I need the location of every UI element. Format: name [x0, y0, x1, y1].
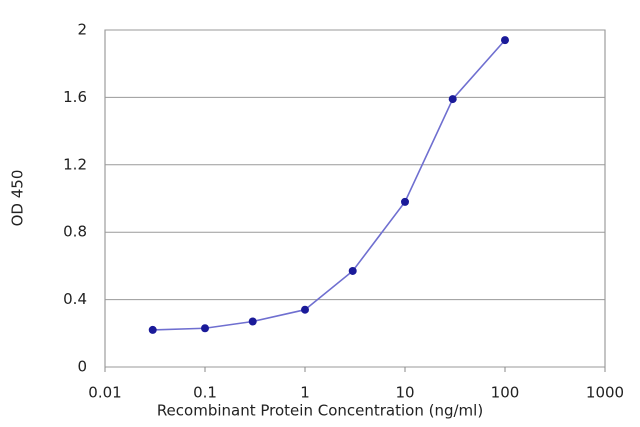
- data-point: [201, 324, 209, 333]
- y-tick-label: 0.4: [63, 290, 87, 308]
- x-tick-label: 0.01: [88, 384, 121, 402]
- data-point: [248, 317, 257, 326]
- data-point: [401, 197, 409, 206]
- x-tick-label: 0.1: [193, 384, 217, 402]
- data-point: [348, 266, 357, 275]
- y-axis-label: OD 450: [9, 170, 27, 227]
- data-point: [148, 325, 157, 334]
- data-point: [501, 36, 509, 45]
- plot-frame: [104, 29, 606, 368]
- x-tick-label: 100: [491, 384, 520, 402]
- y-tick-label: 0.8: [63, 223, 87, 241]
- y-tick-label: 0: [77, 358, 87, 376]
- y-tick-label: 1.2: [63, 155, 87, 173]
- y-tick-label: 2: [77, 21, 87, 39]
- data-line: [152, 39, 506, 331]
- y-tick-label: 1.6: [63, 88, 87, 106]
- data-point: [301, 305, 309, 314]
- x-tick-label: 1: [300, 384, 310, 402]
- x-axis-label: Recombinant Protein Concentration (ng/ml…: [157, 402, 483, 420]
- x-tick-label: 10: [395, 384, 414, 402]
- x-tick-label: 1000: [586, 384, 624, 402]
- data-point: [448, 95, 457, 104]
